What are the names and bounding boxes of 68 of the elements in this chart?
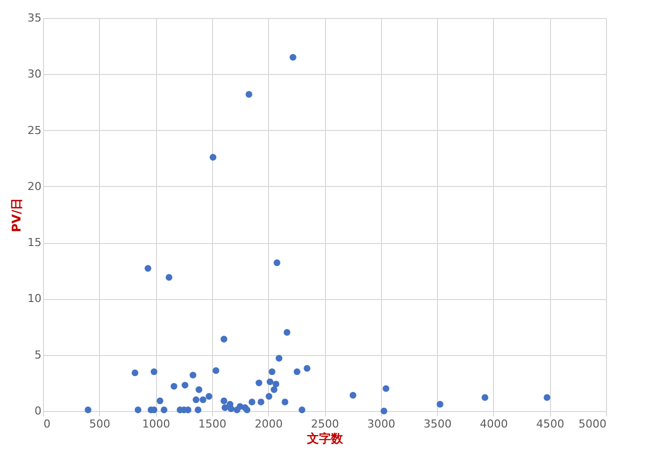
point — [150, 368, 158, 376]
point — [290, 54, 296, 61]
point — [258, 398, 264, 406]
point — [276, 354, 282, 362]
point — [196, 386, 202, 394]
point — [166, 274, 172, 281]
y-tick-label: 35 — [28, 12, 42, 24]
y-tick-label: 30 — [28, 68, 42, 81]
y-tick-label: 20 — [28, 180, 42, 193]
point — [182, 382, 188, 389]
x-tick-label: 5000 — [578, 418, 606, 430]
point — [210, 154, 216, 161]
point — [220, 336, 228, 342]
x-tick-label: 500 — [89, 418, 110, 430]
point — [212, 367, 220, 374]
point — [190, 372, 196, 378]
y-tick-label: 10 — [28, 292, 42, 306]
x-tick-label: 2000 — [254, 418, 283, 430]
point — [304, 364, 310, 372]
x-tick-label: 4000 — [480, 418, 508, 430]
point — [270, 386, 278, 394]
point — [184, 406, 192, 414]
y-tick-label: 5 — [34, 348, 42, 362]
point — [170, 382, 178, 390]
point — [436, 400, 444, 408]
point — [160, 406, 168, 414]
x-tick-label: 0 — [44, 418, 50, 430]
y-tick-label: 0 — [34, 404, 42, 418]
point — [274, 259, 280, 266]
point — [482, 394, 488, 401]
x-tick-label: 1000 — [142, 418, 170, 430]
y-axis-title: PV/日 — [10, 198, 24, 232]
point — [268, 368, 276, 376]
x-tick-label: 1500 — [198, 418, 226, 430]
point — [134, 406, 142, 414]
x-tick-label: 3500 — [424, 418, 452, 430]
point — [194, 406, 202, 414]
point — [282, 398, 288, 406]
point — [220, 398, 228, 404]
point — [294, 368, 300, 376]
x-tick-label: 3000 — [367, 418, 396, 430]
point — [228, 405, 234, 412]
point — [244, 406, 250, 414]
point — [256, 380, 262, 386]
point — [272, 380, 280, 388]
y-tick-label: 15 — [28, 236, 42, 250]
point — [144, 265, 152, 272]
point — [298, 406, 306, 414]
point — [246, 91, 252, 98]
point — [84, 406, 92, 414]
x-tick-label: 2500 — [311, 418, 339, 430]
x-axis-title: 文字数 — [306, 432, 344, 446]
point — [350, 392, 356, 399]
point — [266, 393, 272, 400]
point — [284, 329, 290, 336]
y-tick-label: 25 — [28, 124, 42, 137]
point — [222, 404, 228, 411]
point — [544, 394, 550, 401]
point — [248, 398, 256, 406]
point — [200, 396, 206, 404]
point — [380, 408, 388, 414]
point — [156, 398, 164, 404]
point — [192, 396, 200, 404]
point — [132, 369, 138, 376]
point — [266, 378, 274, 386]
x-tick-label: 4500 — [536, 418, 564, 430]
point — [206, 393, 212, 400]
point — [382, 385, 390, 392]
